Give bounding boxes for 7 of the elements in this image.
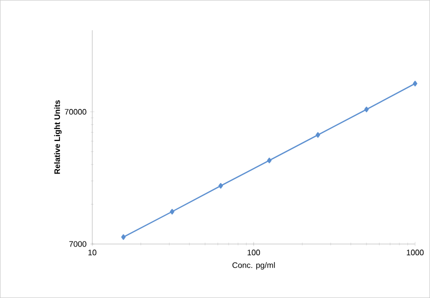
point bbox=[170, 208, 174, 214]
point bbox=[267, 158, 272, 164]
point bbox=[412, 80, 418, 86]
point bbox=[121, 234, 126, 240]
point bbox=[364, 106, 369, 112]
point bbox=[316, 132, 320, 138]
point bbox=[218, 182, 223, 189]
